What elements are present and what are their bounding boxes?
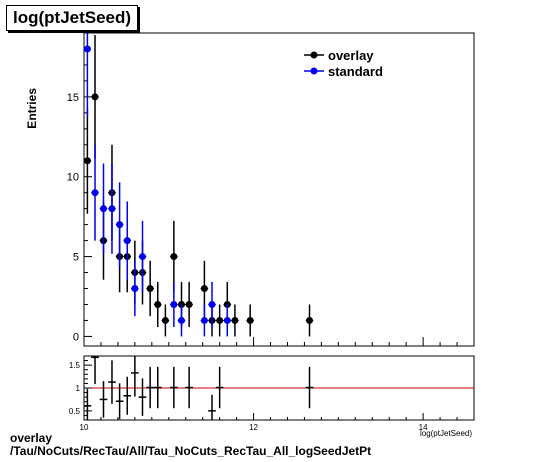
data-point-overlay: [170, 253, 178, 261]
main-plot-frame: [83, 32, 475, 347]
data-point-overlay: [200, 285, 208, 293]
data-point-standard: [131, 285, 139, 293]
series-overlay: [83, 35, 314, 337]
main-y-tick-label: 5: [73, 252, 79, 264]
data-point-standard: [200, 316, 208, 324]
data-point-standard: [178, 316, 185, 324]
main-y-tick-label: 0: [73, 331, 79, 343]
ratio-y-axis: 0.5 1 1.5: [69, 360, 92, 416]
main-series-layer: [83, 33, 314, 337]
data-point-standard: [139, 253, 146, 261]
data-point-overlay: [231, 316, 239, 324]
ratio-x-tick-label: 14: [419, 423, 428, 432]
series-standard: [83, 33, 232, 337]
data-point-standard: [123, 237, 131, 245]
ratio-y-tick-label: 1: [76, 384, 81, 393]
data-point-standard: [91, 189, 99, 197]
legend-standard-marker: [310, 67, 318, 75]
data-point-overlay: [91, 93, 99, 101]
data-point-standard: [208, 300, 216, 308]
ratio-x-tick-label: 12: [249, 423, 258, 432]
data-point-overlay: [154, 300, 162, 308]
data-point-standard: [108, 205, 116, 213]
ratio-y-tick-label: 1.5: [69, 361, 81, 370]
data-point-standard: [116, 221, 124, 229]
data-point-standard: [83, 45, 91, 53]
data-point-overlay: [146, 285, 154, 293]
legend-overlay-marker: [310, 51, 318, 59]
data-point-overlay: [161, 316, 169, 324]
data-point-overlay: [246, 316, 254, 324]
data-point-overlay: [306, 316, 314, 324]
ratio-x-axis-label: log(ptJetSeed): [420, 429, 472, 438]
ratio-x-axis: 10 12 14: [80, 413, 475, 432]
ratio-plot: 0.5 1 1.5 10 12 14 log(ptJetSeed): [69, 355, 475, 438]
legend: overlay standard: [304, 48, 383, 79]
main-plot: 0 5 10 15 Entries: [25, 32, 475, 347]
data-point-overlay: [185, 300, 193, 308]
data-point-standard: [223, 316, 231, 324]
main-y-tick-label: 15: [67, 92, 79, 104]
legend-overlay-label: overlay: [328, 48, 374, 63]
y-axis-label: Entries: [25, 88, 39, 129]
data-point-standard: [170, 300, 178, 308]
main-y-tick-label: 10: [67, 172, 79, 184]
main-y-axis: 0 5 10 15: [67, 48, 92, 343]
main-x-axis: [83, 337, 475, 346]
ratio-series-layer: [83, 356, 314, 420]
legend-standard-label: standard: [328, 64, 383, 79]
footer: overlay /Tau/NoCuts/RecTau/All/Tau_NoCut…: [10, 432, 371, 458]
footer-line-1: overlay: [10, 431, 53, 445]
data-point-standard: [100, 205, 107, 213]
footer-path: /Tau/NoCuts/RecTau/All/Tau_NoCuts_RecTau…: [10, 444, 372, 458]
ratio-x-tick-label: 10: [80, 423, 89, 432]
data-point-overlay: [216, 316, 224, 324]
data-point-overlay: [83, 157, 91, 165]
ratio-y-tick-label: 0.5: [69, 407, 81, 416]
plot-title: log(ptJetSeed): [6, 5, 139, 31]
